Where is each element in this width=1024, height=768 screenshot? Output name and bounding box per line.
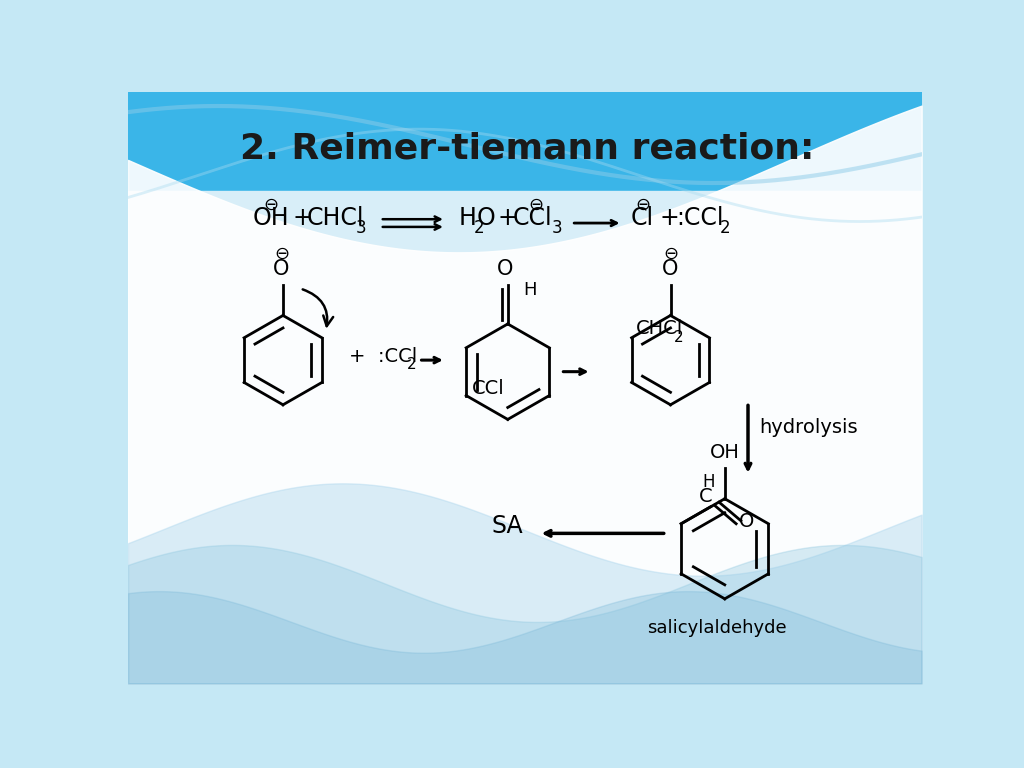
Text: ⊖: ⊖	[636, 196, 651, 214]
Text: +: +	[659, 207, 679, 230]
Text: OH: OH	[253, 207, 290, 230]
Text: H: H	[702, 473, 715, 491]
Text: ⊖: ⊖	[273, 245, 289, 263]
Text: ⊖: ⊖	[528, 196, 544, 214]
Text: H: H	[523, 280, 537, 299]
Text: C: C	[699, 487, 713, 506]
Text: 2: 2	[674, 329, 684, 345]
Text: OH: OH	[710, 443, 739, 462]
Text: CCl: CCl	[472, 379, 505, 398]
Text: hydrolysis: hydrolysis	[760, 419, 858, 437]
Text: CCl: CCl	[513, 207, 552, 230]
Text: CHCl: CHCl	[307, 207, 365, 230]
Text: SA: SA	[492, 515, 523, 538]
Text: +: +	[293, 207, 312, 230]
Bar	[128, 92, 922, 198]
Text: 2: 2	[474, 219, 484, 237]
Text: 2: 2	[407, 357, 417, 372]
Text: O: O	[477, 207, 496, 230]
Text: 3: 3	[356, 219, 367, 237]
Text: 2. Reimer-tiemann reaction:: 2. Reimer-tiemann reaction:	[241, 131, 815, 165]
Text: :CCl: :CCl	[676, 207, 724, 230]
Text: +: +	[498, 207, 517, 230]
Text: ⊖: ⊖	[264, 196, 279, 214]
Text: +  :CCl: + :CCl	[349, 346, 417, 366]
Text: 3: 3	[552, 219, 562, 237]
FancyArrowPatch shape	[303, 290, 333, 326]
Text: H: H	[459, 207, 476, 230]
Text: O: O	[497, 260, 513, 280]
Text: CHCl: CHCl	[636, 319, 683, 338]
Text: O: O	[739, 511, 755, 531]
Bar	[128, 190, 922, 684]
Text: O: O	[663, 260, 679, 280]
Text: salicylaldehyde: salicylaldehyde	[647, 620, 786, 637]
Text: 2: 2	[720, 219, 730, 237]
Text: ⊖: ⊖	[663, 245, 678, 263]
Text: O: O	[273, 260, 290, 280]
Text: Cl: Cl	[630, 207, 653, 230]
